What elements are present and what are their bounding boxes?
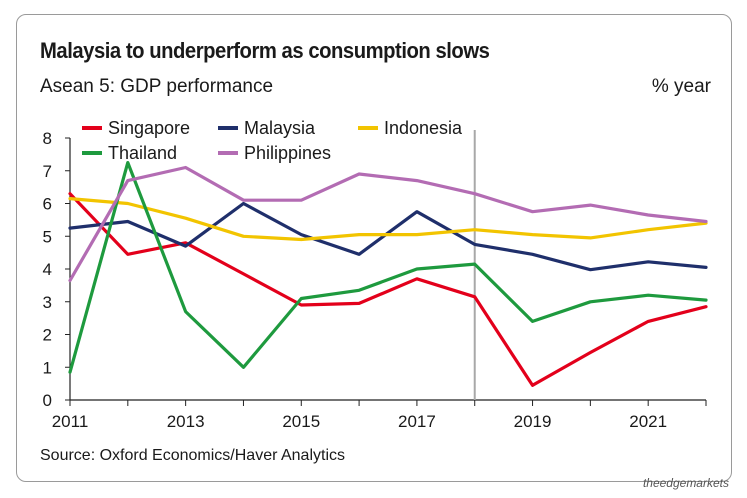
series-line-thailand	[68, 161, 708, 374]
series-lines	[68, 161, 708, 387]
legend-label-malaysia: Malaysia	[244, 118, 316, 138]
y-tick-label: 3	[43, 293, 52, 312]
legend: Singapore Malaysia Indonesia Thailand Philip…	[82, 118, 463, 163]
x-tick-label: 2017	[398, 412, 436, 431]
series-line-philippines	[68, 165, 708, 283]
chart-frame	[16, 14, 732, 482]
y-tick-label: 7	[43, 162, 52, 181]
axes: 0 1 2 3 4 5 6 7 8 2011 2013 2015 2017 2019 2021	[43, 129, 707, 431]
chart-subtitle: Asean 5: GDP performance	[40, 76, 274, 97]
x-tick-label: 2013	[167, 412, 205, 431]
x-tick-label: 2011	[52, 412, 89, 431]
y-tick-label: 2	[43, 326, 52, 345]
x-tick-label: 2015	[282, 412, 320, 431]
x-tick-label: 2021	[629, 412, 667, 431]
legend-label-singapore: Singapore	[108, 118, 190, 138]
brand-watermark: theedgemarkets	[642, 476, 729, 490]
y-tick-label: 0	[43, 391, 52, 410]
legend-label-philippines: Philippines	[244, 143, 331, 163]
y-tick-label: 5	[43, 227, 52, 246]
unit-label: % year	[651, 76, 711, 97]
y-tick-label: 4	[43, 260, 52, 279]
source-note: Source: Oxford Economics/Haver Analytics	[40, 447, 346, 464]
y-tick-label: 1	[43, 358, 52, 377]
legend-label-indonesia: Indonesia	[384, 118, 463, 138]
series-line-singapore	[68, 192, 708, 387]
x-tick-label: 2019	[514, 412, 552, 431]
series-line-indonesia	[68, 197, 708, 242]
y-tick-label: 6	[43, 195, 52, 214]
chart-title: Malaysia to underperform as consumption …	[40, 38, 490, 63]
legend-label-thailand: Thailand	[108, 143, 177, 163]
y-tick-label: 8	[43, 129, 52, 148]
